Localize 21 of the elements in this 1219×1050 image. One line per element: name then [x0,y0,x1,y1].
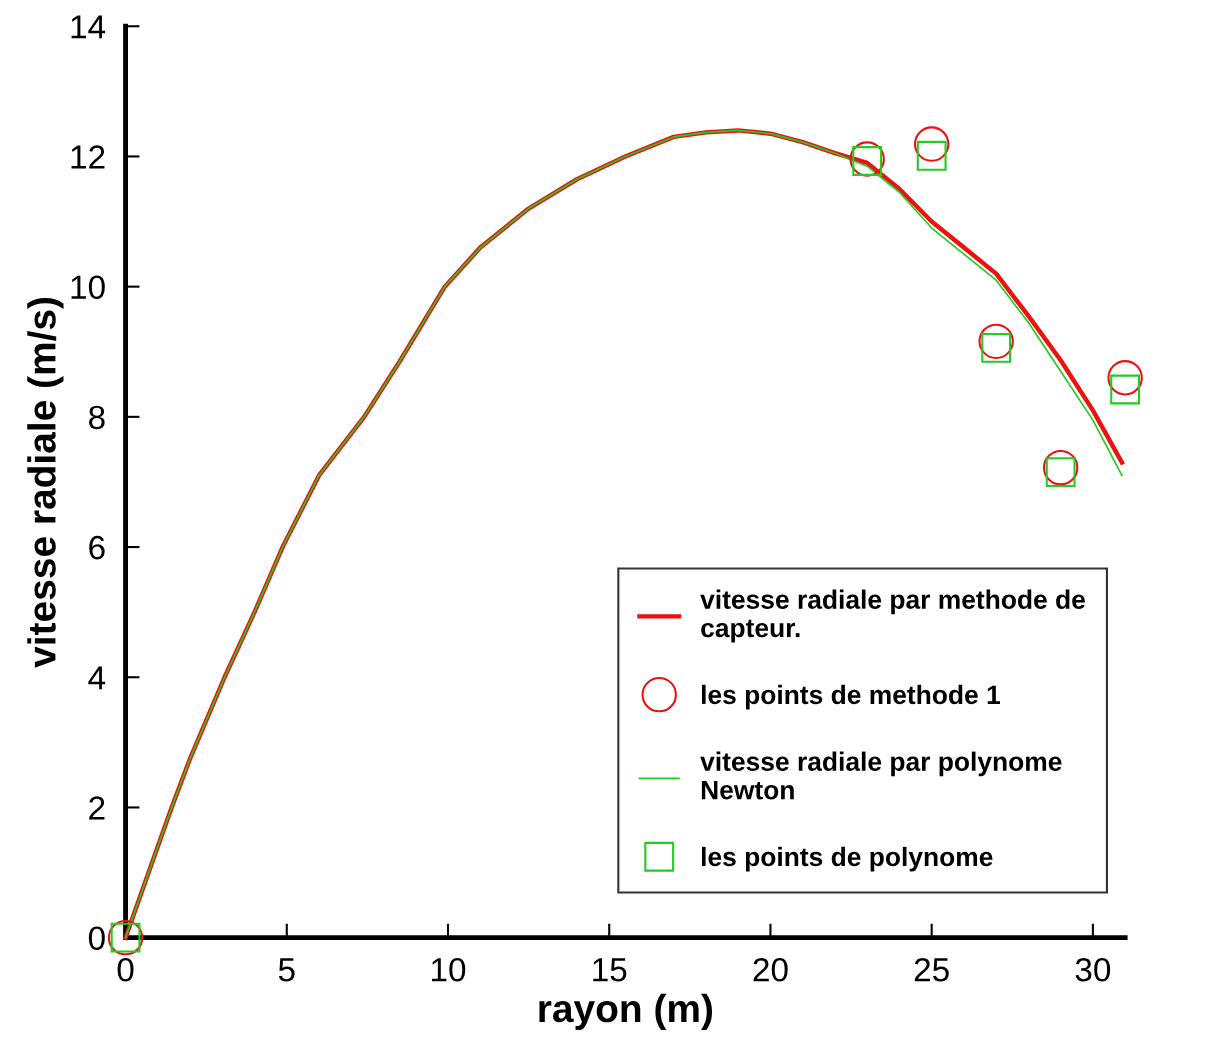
x-tick-label: 20 [753,957,788,982]
x-tick-label: 15 [593,958,627,982]
legend-label: vitesse radiale par methode de capteur. [700,589,1085,643]
y-axis-title: vitesse radiale (m/s) [27,297,64,668]
legend-label: les points de methode 1 [701,684,1000,710]
x-tick-label: 25 [914,957,949,982]
y-tick-label: 8 [89,405,105,430]
y-tick-label: 10 [71,275,105,300]
x-tick-label: 10 [432,957,466,982]
y-tick-label: 12 [71,145,105,169]
y-tick-label: 0 [88,926,105,951]
x-tick-label: 0 [117,957,134,982]
x-axis-title: rayon (m) [539,993,713,1030]
x-tick-label: 5 [278,958,295,982]
y-tick-label: 14 [71,15,106,39]
y-tick-label: 2 [89,796,105,820]
legend-label: les points de polynome [701,846,993,872]
legend-label: vitesse radiale par polynome Newton [700,751,1062,800]
y-tick-label: 6 [89,535,105,560]
y-tick-label: 4 [88,666,106,690]
x-tick-label: 30 [1075,957,1111,982]
